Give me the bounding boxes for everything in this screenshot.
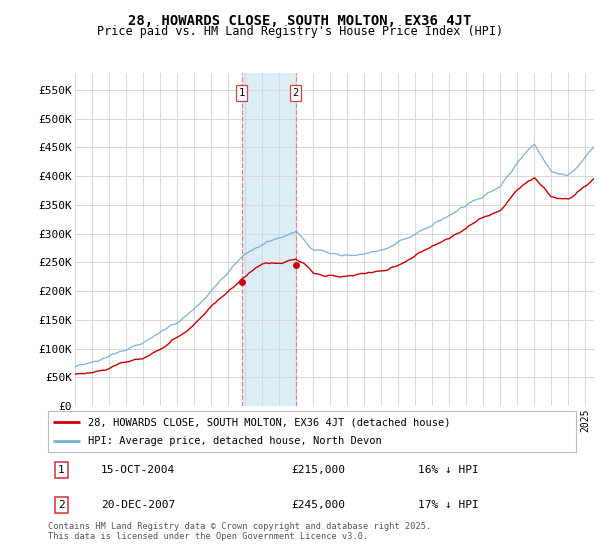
Text: 28, HOWARDS CLOSE, SOUTH MOLTON, EX36 4JT: 28, HOWARDS CLOSE, SOUTH MOLTON, EX36 4J… <box>128 14 472 28</box>
Text: 15-OCT-2004: 15-OCT-2004 <box>101 465 175 475</box>
Text: 28, HOWARDS CLOSE, SOUTH MOLTON, EX36 4JT (detached house): 28, HOWARDS CLOSE, SOUTH MOLTON, EX36 4J… <box>88 418 450 427</box>
Bar <box>242 73 296 406</box>
Text: 20-DEC-2007: 20-DEC-2007 <box>101 500 175 510</box>
Text: 2: 2 <box>58 500 65 510</box>
Text: 1: 1 <box>58 465 65 475</box>
Text: HPI: Average price, detached house, North Devon: HPI: Average price, detached house, Nort… <box>88 436 382 446</box>
Text: 2: 2 <box>293 88 299 98</box>
Text: 1: 1 <box>238 88 245 98</box>
Text: Price paid vs. HM Land Registry's House Price Index (HPI): Price paid vs. HM Land Registry's House … <box>97 25 503 38</box>
Text: £215,000: £215,000 <box>291 465 345 475</box>
Text: 16% ↓ HPI: 16% ↓ HPI <box>418 465 478 475</box>
Text: 17% ↓ HPI: 17% ↓ HPI <box>418 500 478 510</box>
Text: £245,000: £245,000 <box>291 500 345 510</box>
Text: Contains HM Land Registry data © Crown copyright and database right 2025.
This d: Contains HM Land Registry data © Crown c… <box>48 522 431 542</box>
